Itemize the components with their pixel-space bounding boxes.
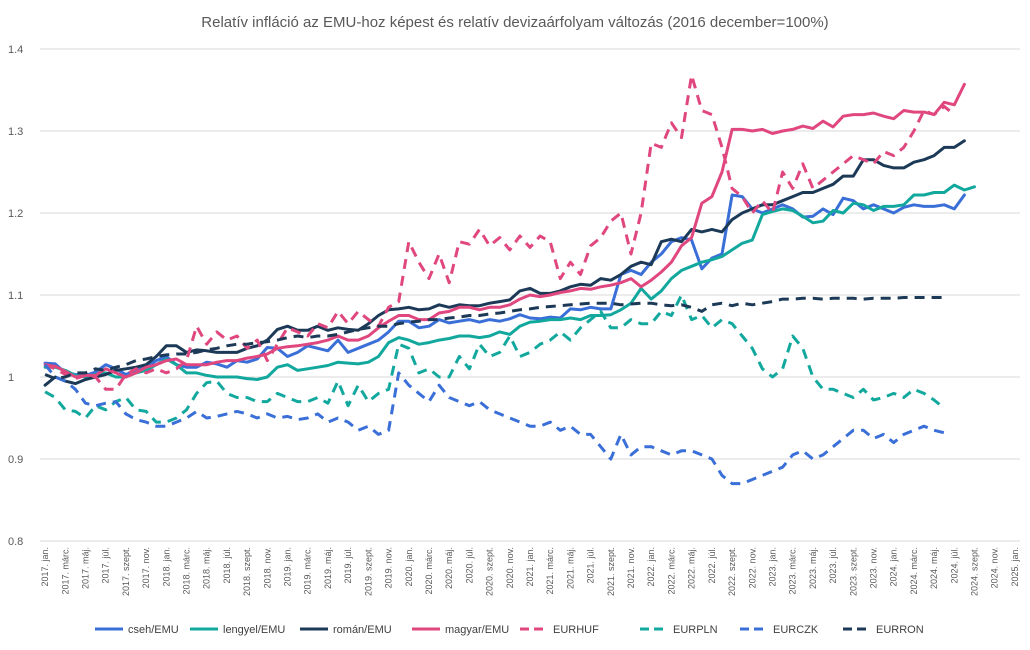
series-line-eurczk: [43, 363, 945, 486]
series-line-eurron: [44, 296, 945, 381]
series-lines: [43, 73, 976, 486]
x-tick-label: 2019. nov.: [384, 547, 394, 588]
x-tick-label: 2021. máj.: [565, 547, 575, 589]
x-tick-label: 2021. nov.: [626, 547, 636, 588]
x-tick-label: 2019. szept.: [363, 547, 373, 596]
x-tick-label: 2018. márc.: [181, 547, 191, 595]
x-tick-label: 2022. szept.: [727, 547, 737, 596]
x-tick-label: 2020. márc.: [424, 547, 434, 595]
x-tick-label: 2018. júl.: [222, 547, 232, 584]
x-tick-label: 2022. máj.: [687, 547, 697, 589]
x-axis-ticks: 2017. jan. 2017. márc. 2017. máj. 2017. júl…: [40, 547, 1020, 596]
x-tick-label: 2018. nov.: [262, 547, 272, 588]
y-tick-label: 1.3: [8, 126, 23, 138]
x-tick-label: 2024. júl.: [949, 547, 959, 584]
legend-label: EURRON: [876, 624, 924, 636]
x-tick-label: 2023. jan.: [767, 547, 777, 587]
y-axis-ticks: 0.8 0.9 1 1.1 1.2 1.3 1.4: [8, 44, 23, 548]
x-tick-label: 2022. márc.: [666, 547, 676, 595]
legend-label: EURHUF: [553, 624, 599, 636]
legend-label: magyar/EMU: [445, 624, 509, 636]
legend-label: EURPLN: [673, 624, 718, 636]
series-line-lengyel-emu: [43, 183, 976, 381]
x-tick-label: 2017. máj.: [80, 547, 90, 589]
y-tick-label: 1.2: [8, 208, 23, 220]
legend-label: cseh/EMU: [128, 624, 179, 636]
x-tick-label: 2019. júl.: [343, 547, 353, 584]
series-line-magyar-emu: [43, 82, 966, 379]
y-tick-label: 1.4: [8, 44, 23, 56]
series-line-cseh-emu: [43, 193, 966, 377]
gridlines: [40, 48, 1020, 542]
x-tick-label: 2022. jan.: [646, 547, 656, 587]
x-tick-label: 2023. máj.: [808, 547, 818, 589]
x-tick-label: 2024. jan.: [889, 547, 899, 587]
x-tick-label: 2023. júl.: [828, 547, 838, 584]
x-tick-label: 2021. szept.: [606, 547, 616, 596]
x-tick-label: 2020. júl.: [464, 547, 474, 584]
x-tick-label: 2020. máj.: [444, 547, 454, 589]
legend: cseh/EMU lengyel/EMU román/EMU magyar/EMU EU…: [95, 624, 924, 636]
legend-label: román/EMU: [333, 624, 392, 636]
x-tick-label: 2017. szept.: [121, 547, 131, 596]
x-tick-label: 2022. júl.: [707, 547, 717, 584]
x-tick-label: 2017. nov.: [141, 547, 151, 588]
y-tick-label: 0.8: [8, 536, 23, 548]
x-tick-label: 2024. szept.: [970, 547, 980, 596]
x-tick-label: 2019. máj.: [323, 547, 333, 589]
x-tick-label: 2025. jan.: [1010, 547, 1020, 587]
x-tick-label: 2021. jan.: [525, 547, 535, 587]
x-tick-label: 2024. máj.: [929, 547, 939, 589]
y-tick-label: 1: [8, 372, 14, 384]
x-tick-label: 2019. márc.: [303, 547, 313, 595]
x-tick-label: 2018. máj.: [202, 547, 212, 589]
x-tick-label: 2021. márc.: [545, 547, 555, 595]
x-tick-label: 2023. szept.: [848, 547, 858, 596]
x-tick-label: 2018. szept.: [242, 547, 252, 596]
y-tick-label: 0.9: [8, 454, 23, 466]
x-tick-label: 2017. jan.: [40, 547, 50, 587]
legend-label: lengyel/EMU: [223, 624, 285, 636]
x-tick-label: 2018. jan.: [161, 547, 171, 587]
x-tick-label: 2023. nov.: [869, 547, 879, 588]
x-tick-label: 2024. nov.: [990, 547, 1000, 588]
x-tick-label: 2017. márc.: [60, 547, 70, 595]
x-tick-label: 2024. márc.: [909, 547, 919, 595]
chart-title: Relatív infláció az EMU-hoz képest és re…: [201, 14, 828, 31]
y-tick-label: 1.1: [8, 290, 23, 302]
x-tick-label: 2019. jan.: [283, 547, 293, 587]
x-tick-label: 2023. márc.: [788, 547, 798, 595]
x-tick-label: 2020. nov.: [505, 547, 515, 588]
x-tick-label: 2017. júl.: [101, 547, 111, 584]
series-line-eurpln: [44, 293, 946, 424]
series-line-eurhuf: [44, 73, 956, 391]
x-tick-label: 2020. jan.: [404, 547, 414, 587]
x-tick-label: 2021. júl.: [586, 547, 596, 584]
x-tick-label: 2022. nov.: [747, 547, 757, 588]
series-line-rom-n-emu: [43, 139, 966, 387]
x-tick-label: 2020. szept.: [485, 547, 495, 596]
legend-label: EURCZK: [773, 624, 819, 636]
